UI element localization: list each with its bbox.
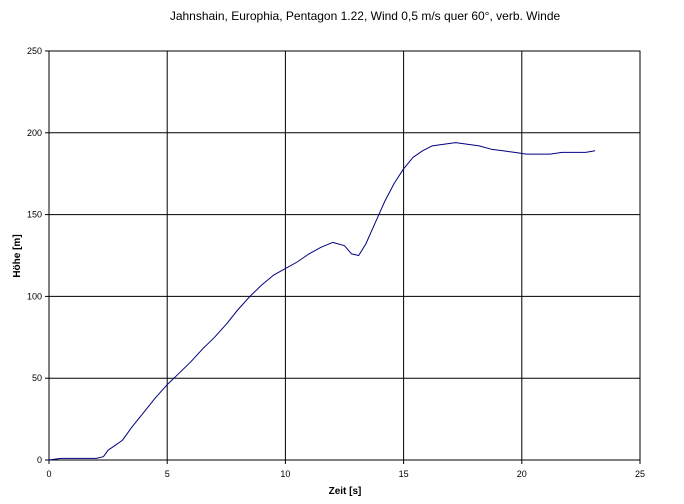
- x-tick-label: 10: [280, 469, 290, 479]
- y-tick-label: 250: [27, 46, 42, 56]
- chart-title: Jahnshain, Europhia, Pentagon 1.22, Wind…: [170, 9, 561, 23]
- y-tick-label: 50: [32, 373, 42, 383]
- x-tick-label: 0: [46, 469, 51, 479]
- y-tick-label: 100: [27, 291, 42, 301]
- plot-area: [48, 50, 641, 461]
- x-tick-label: 25: [635, 469, 645, 479]
- series-line-0: [48, 142, 596, 461]
- y-axis-ticks: 0 50 100 150 200 250: [27, 46, 49, 465]
- series-group: [48, 142, 596, 461]
- y-tick-label: 200: [27, 128, 42, 138]
- x-tick-label: 15: [399, 469, 409, 479]
- y-axis-label: Höhe [m]: [12, 234, 23, 277]
- x-axis-label: Zeit [s]: [329, 486, 362, 497]
- grid-lines: [49, 51, 640, 460]
- y-tick-label: 150: [27, 210, 42, 220]
- x-tick-label: 5: [165, 469, 170, 479]
- x-tick-label: 20: [517, 469, 527, 479]
- x-axis-ticks: 0 5 10 15 20 25: [46, 460, 645, 479]
- y-tick-label: 0: [37, 455, 42, 465]
